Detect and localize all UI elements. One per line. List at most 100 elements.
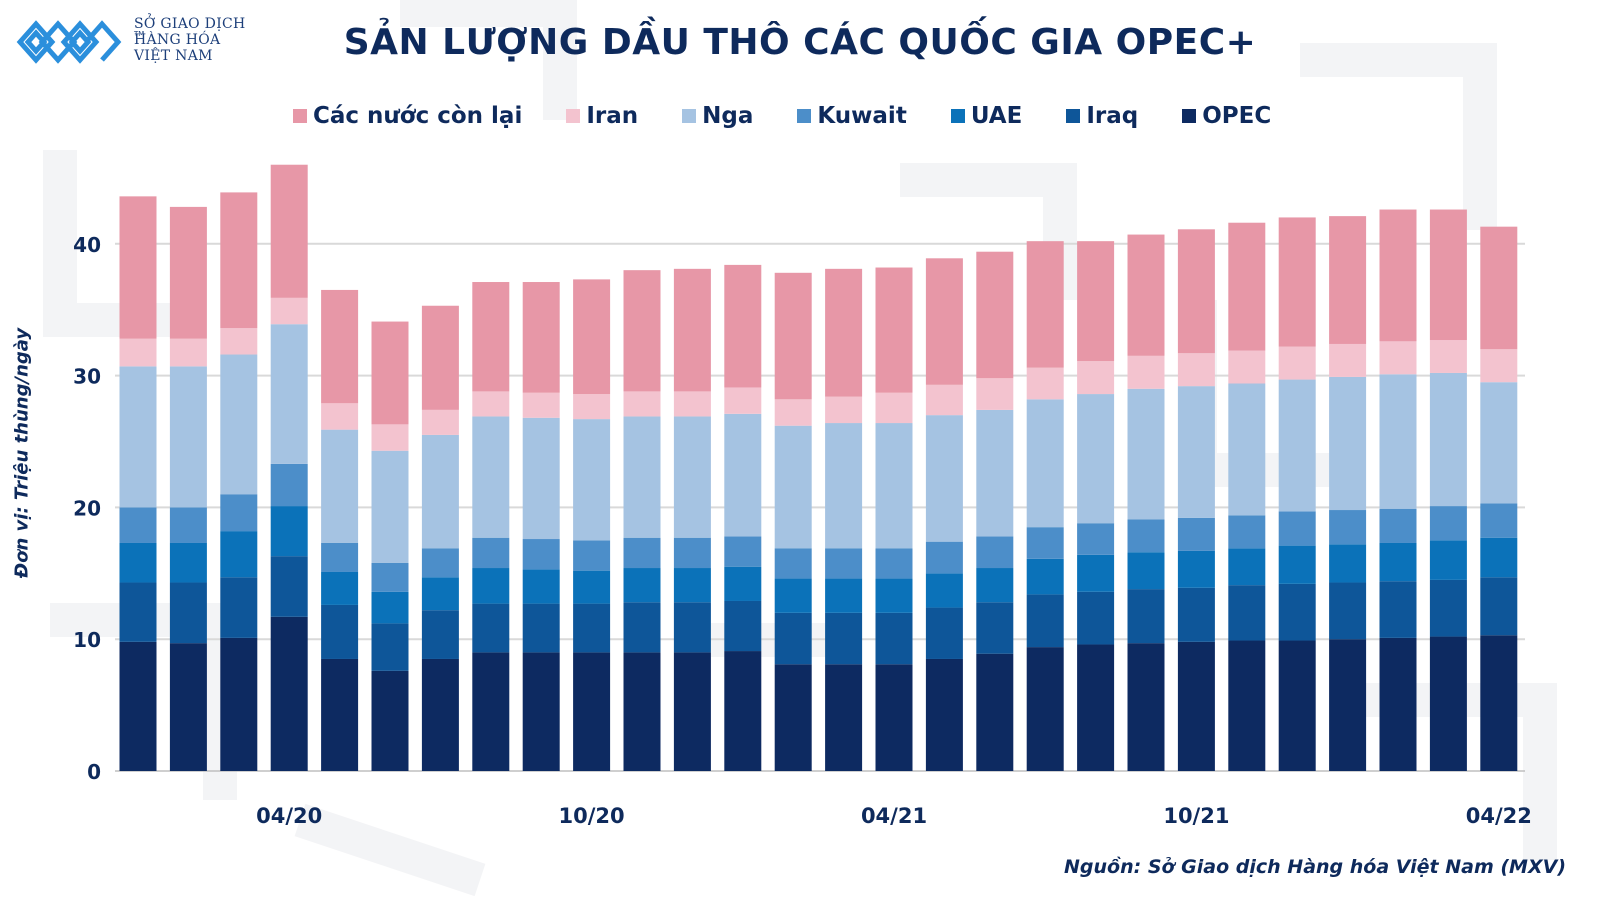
bar-segment <box>825 396 863 424</box>
bar-segment <box>724 387 762 414</box>
x-tick-label: 10/20 <box>559 804 625 828</box>
bar-segment <box>1480 226 1518 350</box>
bar-segment <box>522 417 560 540</box>
background-shape <box>400 0 577 120</box>
bar-segment <box>875 612 913 665</box>
bar-segment <box>1329 216 1367 344</box>
bar-segment <box>169 366 207 508</box>
bar-segment <box>1177 641 1215 771</box>
bar-segment <box>724 264 762 388</box>
bar-segment <box>522 539 560 570</box>
bar-segment <box>925 258 963 385</box>
bar-segment <box>573 540 611 571</box>
bar-segment <box>371 670 409 771</box>
bar-segment <box>1177 386 1215 518</box>
bar-segment <box>825 268 863 397</box>
background-shape <box>294 803 486 897</box>
bar-segment <box>472 603 510 653</box>
bar-segment <box>371 321 409 425</box>
bar-segment <box>270 297 308 325</box>
bar-stack <box>825 268 863 771</box>
bar-segment <box>1329 376 1367 511</box>
bar-segment <box>573 419 611 541</box>
legend-swatch <box>293 109 307 123</box>
bar-segment <box>1127 234 1165 356</box>
bar-segment <box>1026 241 1064 368</box>
bar-segment <box>169 507 207 543</box>
bar-segment <box>1329 510 1367 545</box>
bar-segment <box>573 652 611 771</box>
bar-segment <box>321 571 359 605</box>
bar-segment <box>875 664 913 771</box>
bar-stack <box>673 268 711 771</box>
bar-stack <box>371 321 409 771</box>
bar-segment <box>371 591 409 624</box>
bar-segment <box>1278 640 1316 771</box>
bar-stack <box>774 272 812 771</box>
bar-segment <box>421 658 459 771</box>
logo-line: HÀNG HÓA <box>134 32 221 48</box>
bar-stack <box>1278 217 1316 771</box>
bar-stack <box>1026 241 1064 771</box>
bar-segment <box>270 616 308 771</box>
bar-segment <box>1480 635 1518 771</box>
legend-label: Iraq <box>1086 103 1139 129</box>
bar-segment <box>925 541 963 574</box>
bar-segment <box>1379 209 1417 342</box>
bar-segment <box>421 409 459 435</box>
bar-segment <box>371 450 409 563</box>
bar-segment <box>825 548 863 579</box>
bar-segment <box>321 289 359 404</box>
legend-swatch <box>950 109 965 123</box>
bar-segment <box>220 494 258 532</box>
bar-segment <box>522 652 560 771</box>
bar-segment <box>825 423 863 549</box>
bar-segment <box>472 652 510 771</box>
bar-segment <box>270 506 308 557</box>
bar-stack <box>724 264 762 771</box>
bar-segment <box>321 604 359 659</box>
bar-stack <box>976 251 1014 771</box>
bar-segment <box>1379 374 1417 509</box>
bar-segment <box>976 409 1014 537</box>
bar-segment <box>724 651 762 771</box>
bar-segment <box>1077 554 1115 592</box>
legend-label: Nga <box>702 103 754 129</box>
bar-segment <box>1429 372 1467 507</box>
bar-stack <box>875 267 913 771</box>
bar-segment <box>1329 639 1367 771</box>
bar-segment <box>1329 343 1367 377</box>
bar-segment <box>321 429 359 543</box>
bar-segment <box>1177 550 1215 588</box>
bar-segment <box>1278 217 1316 347</box>
x-tick-label: 04/21 <box>861 804 927 828</box>
bar-segment <box>1278 346 1316 380</box>
bar-stack <box>1429 209 1467 771</box>
bar-segment <box>623 568 661 603</box>
bar-segment <box>1127 589 1165 644</box>
legend-item: Kuwait <box>797 103 907 129</box>
legend-swatch <box>682 109 697 123</box>
bar-segment <box>774 578 812 613</box>
bar-segment <box>1379 637 1417 771</box>
bar-segment <box>1077 591 1115 645</box>
bar-segment <box>673 602 711 653</box>
bar-stack <box>1379 209 1417 771</box>
bar-segment <box>774 272 812 400</box>
bar-segment <box>1329 544 1367 583</box>
bar-segment <box>220 531 258 578</box>
bar-segment <box>119 366 157 508</box>
bar-segment <box>1026 367 1064 400</box>
bar-segment <box>673 537 711 569</box>
bar-segment <box>220 577 258 638</box>
chart-title: SẢN LƯỢNG DẦU THÔ CÁC QUỐC GIA OPEC+ <box>343 22 1257 63</box>
bar-segment <box>774 399 812 426</box>
bar-segment <box>522 282 560 393</box>
bar-stack <box>1480 226 1518 771</box>
bar-segment <box>976 568 1014 603</box>
logo-chevron <box>68 29 92 55</box>
legend-item: UAE <box>950 103 1022 129</box>
bar-segment <box>875 548 913 579</box>
bar-segment <box>472 568 510 604</box>
